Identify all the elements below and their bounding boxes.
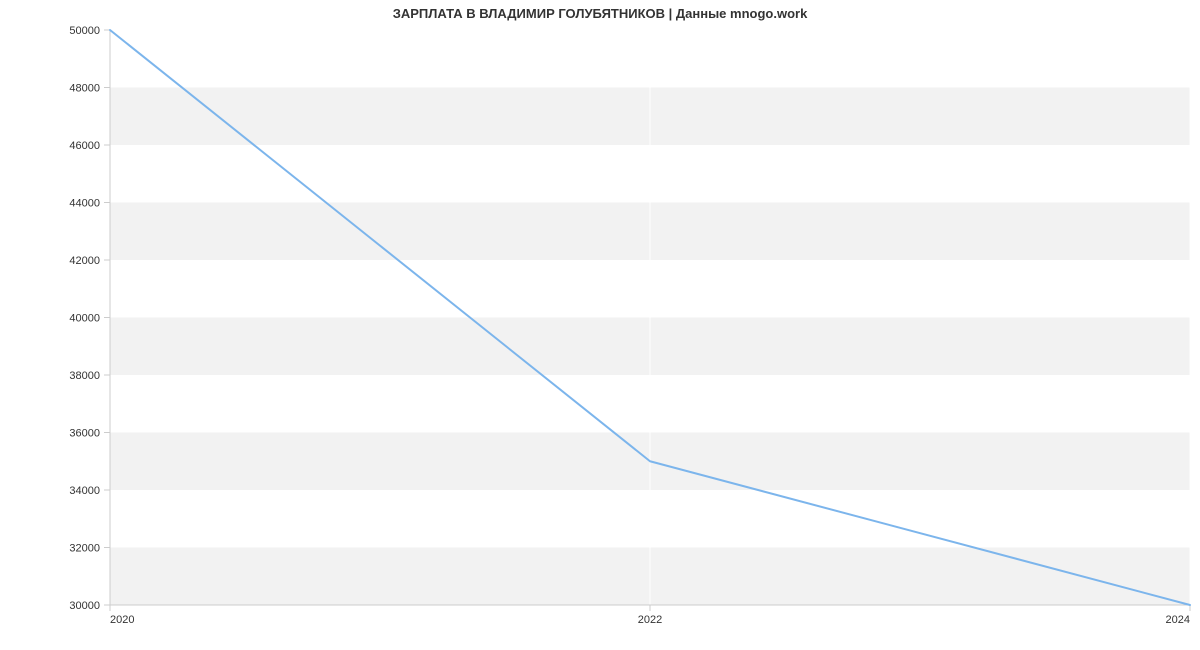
y-tick-label: 30000 [69, 600, 100, 612]
y-tick-label: 34000 [69, 485, 100, 497]
chart-title: ЗАРПЛАТА В ВЛАДИМИР ГОЛУБЯТНИКОВ | Данны… [0, 6, 1200, 21]
line-chart: 30000 32000 34000 36000 38000 40000 42000 44000… [0, 0, 1200, 650]
x-tick-label: 2020 [110, 614, 134, 626]
y-tick-label: 38000 [69, 370, 100, 382]
y-tick-label: 42000 [69, 255, 100, 267]
y-tick-label: 36000 [69, 428, 100, 440]
y-tick-label: 50000 [69, 25, 100, 37]
chart-container: ЗАРПЛАТА В ВЛАДИМИР ГОЛУБЯТНИКОВ | Данны… [0, 0, 1200, 650]
y-tick-label: 44000 [69, 198, 100, 210]
x-tick-label: 2024 [1166, 614, 1190, 626]
y-tick-label: 48000 [69, 83, 100, 95]
x-tick-label: 2022 [638, 614, 662, 626]
y-tick-label: 46000 [69, 140, 100, 152]
y-tick-label: 40000 [69, 313, 100, 325]
y-tick-label: 32000 [69, 543, 100, 555]
